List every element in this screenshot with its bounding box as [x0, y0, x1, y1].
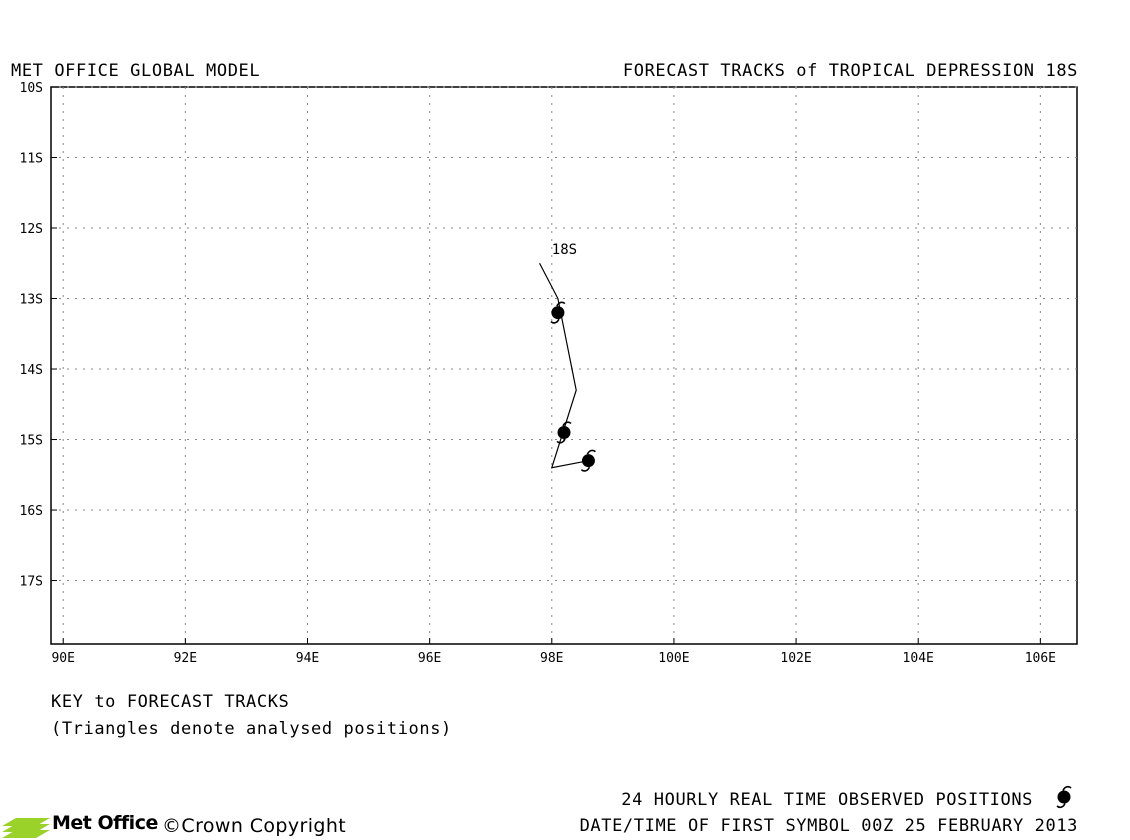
lat-tick-label: 15S [20, 434, 43, 449]
lat-tick-label: 11S [20, 152, 43, 167]
tropical-cyclone-icon [1056, 785, 1072, 809]
header-right-title: FORECAST TRACKS of TROPICAL DEPRESSION 1… [622, 61, 1078, 81]
lat-tick-label: 14S [20, 363, 43, 378]
lat-tick-label: 16S [20, 504, 43, 519]
lon-tick-label: 104E [903, 651, 934, 666]
lon-tick-label: 100E [658, 651, 689, 666]
lat-tick-label: 17S [20, 575, 43, 590]
met-office-logo-text: Met Office [52, 812, 158, 834]
observed-positions [550, 301, 596, 472]
forecast-track [539, 262, 589, 469]
header-left-title: MET OFFICE GLOBAL MODEL [11, 61, 261, 81]
lon-tick-label: 92E [174, 651, 197, 666]
lat-tick-label: 13S [20, 293, 43, 308]
storm-label: 18S [552, 242, 577, 258]
map-ticks: 90E 92E 94E 96E 98E 100E 102E 104E 106E 10S 11S 12S… [20, 81, 1056, 666]
key-title: KEY to FORECAST TRACKS [51, 692, 290, 712]
lon-tick-label: 102E [780, 651, 811, 666]
lon-tick-label: 106E [1025, 651, 1056, 666]
forecast-track-map: 90E 92E 94E 96E 98E 100E 102E 104E 106E 10S 11S 12S… [20, 81, 1078, 666]
lon-tick-label: 90E [51, 651, 74, 666]
met-office-logo-icon [2, 818, 50, 838]
first-symbol-datetime: DATE/TIME OF FIRST SYMBOL 00Z 25 FEBRUAR… [579, 816, 1078, 836]
tropical-cyclone-icon [580, 449, 596, 472]
crown-copyright: ©Crown Copyright [162, 815, 347, 837]
lon-tick-label: 98E [540, 651, 563, 666]
tropical-cyclone-icon [556, 421, 572, 444]
map-frame [50, 86, 1078, 645]
lon-tick-label: 94E [296, 651, 319, 666]
map-grid [51, 86, 1077, 644]
track-line [539, 262, 589, 469]
lat-tick-label: 12S [20, 222, 43, 237]
lon-tick-label: 96E [418, 651, 441, 666]
observed-positions-label: 24 HOURLY REAL TIME OBSERVED POSITIONS [621, 790, 1033, 810]
key-note: (Triangles denote analysed positions) [51, 719, 452, 739]
lat-tick-label: 10S [20, 81, 43, 96]
tropical-cyclone-icon [550, 301, 566, 324]
